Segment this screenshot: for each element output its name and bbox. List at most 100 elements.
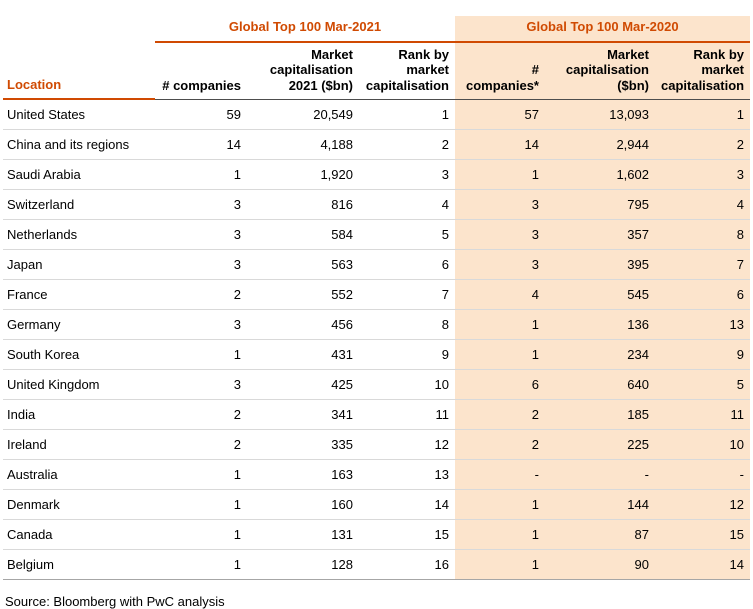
mktcap-2021-cell: 131 bbox=[247, 519, 359, 551]
location-cell: United States bbox=[3, 99, 155, 131]
rank-2020-cell: 4 bbox=[655, 189, 750, 221]
mktcap-2020-cell: 90 bbox=[545, 549, 655, 581]
table-row: France 2 552 7 4 545 6 bbox=[3, 279, 750, 311]
rank-2021-cell: 8 bbox=[359, 309, 455, 341]
rank-2021-cell: 9 bbox=[359, 339, 455, 371]
companies-2021-cell: 3 bbox=[155, 219, 247, 251]
companies-2020-cell: 3 bbox=[455, 219, 545, 251]
rank-2020-cell: 6 bbox=[655, 279, 750, 311]
companies-2020-cell: 1 bbox=[455, 309, 545, 341]
location-cell: India bbox=[3, 399, 155, 431]
companies-2020-cell: 1 bbox=[455, 489, 545, 521]
companies-2020-cell: - bbox=[455, 459, 545, 491]
companies-2020-cell: 2 bbox=[455, 399, 545, 431]
location-cell: China and its regions bbox=[3, 129, 155, 161]
mktcap-2021-cell: 20,549 bbox=[247, 99, 359, 131]
rank-2020-cell: - bbox=[655, 459, 750, 491]
rank-2020-cell: 14 bbox=[655, 549, 750, 581]
location-cell: Australia bbox=[3, 459, 155, 491]
mktcap-2020-cell: 795 bbox=[545, 189, 655, 221]
table-row: Canada 1 131 15 1 87 15 bbox=[3, 519, 750, 551]
group-header-2021: Global Top 100 Mar-2021 bbox=[155, 16, 455, 43]
mktcap-2020-cell: 225 bbox=[545, 429, 655, 461]
location-cell: Denmark bbox=[3, 489, 155, 521]
mktcap-2020-cell: 640 bbox=[545, 369, 655, 401]
comparison-table: Global Top 100 Mar-2021 Global Top 100 M… bbox=[3, 16, 750, 581]
companies-2020-cell: 57 bbox=[455, 99, 545, 131]
column-header-mktcap-2021: Market capitalisation 2021 ($bn) bbox=[247, 41, 359, 100]
rank-2020-cell: 2 bbox=[655, 129, 750, 161]
column-header-location: Location bbox=[3, 41, 155, 101]
rank-2020-cell: 10 bbox=[655, 429, 750, 461]
mktcap-2020-cell: - bbox=[545, 459, 655, 491]
companies-2020-cell: 3 bbox=[455, 189, 545, 221]
column-header-rank-2021: Rank by market capitalisation bbox=[359, 41, 455, 100]
table-row: United Kingdom 3 425 10 6 640 5 bbox=[3, 369, 750, 401]
table-row: Japan 3 563 6 3 395 7 bbox=[3, 249, 750, 281]
mktcap-2021-cell: 584 bbox=[247, 219, 359, 251]
mktcap-2021-cell: 128 bbox=[247, 549, 359, 581]
location-cell: Belgium bbox=[3, 549, 155, 581]
rank-2020-cell: 1 bbox=[655, 99, 750, 131]
table-row: Saudi Arabia 1 1,920 3 1 1,602 3 bbox=[3, 159, 750, 191]
table-row: Belgium 1 128 16 1 90 14 bbox=[3, 549, 750, 581]
companies-2020-cell: 1 bbox=[455, 159, 545, 191]
location-cell: South Korea bbox=[3, 339, 155, 371]
rank-2021-cell: 12 bbox=[359, 429, 455, 461]
companies-2021-cell: 14 bbox=[155, 129, 247, 161]
mktcap-2021-cell: 456 bbox=[247, 309, 359, 341]
table-row: Netherlands 3 584 5 3 357 8 bbox=[3, 219, 750, 251]
mktcap-2020-cell: 185 bbox=[545, 399, 655, 431]
table-body: United States 59 20,549 1 57 13,093 1 Ch… bbox=[3, 99, 750, 581]
mktcap-2020-cell: 1,602 bbox=[545, 159, 655, 191]
companies-2021-cell: 3 bbox=[155, 309, 247, 341]
mktcap-2020-cell: 136 bbox=[545, 309, 655, 341]
rank-2021-cell: 4 bbox=[359, 189, 455, 221]
mktcap-2020-cell: 144 bbox=[545, 489, 655, 521]
rank-2020-cell: 12 bbox=[655, 489, 750, 521]
mktcap-2021-cell: 160 bbox=[247, 489, 359, 521]
rank-2020-cell: 9 bbox=[655, 339, 750, 371]
companies-2020-cell: 2 bbox=[455, 429, 545, 461]
rank-2021-cell: 2 bbox=[359, 129, 455, 161]
mktcap-2021-cell: 335 bbox=[247, 429, 359, 461]
companies-2021-cell: 3 bbox=[155, 249, 247, 281]
rank-2021-cell: 7 bbox=[359, 279, 455, 311]
column-header-companies-2021: # companies bbox=[155, 41, 247, 100]
mktcap-2021-cell: 431 bbox=[247, 339, 359, 371]
rank-2020-cell: 7 bbox=[655, 249, 750, 281]
mktcap-2021-cell: 563 bbox=[247, 249, 359, 281]
companies-2021-cell: 2 bbox=[155, 429, 247, 461]
companies-2021-cell: 1 bbox=[155, 459, 247, 491]
location-cell: Saudi Arabia bbox=[3, 159, 155, 191]
rank-2020-cell: 15 bbox=[655, 519, 750, 551]
companies-2021-cell: 1 bbox=[155, 549, 247, 581]
companies-2021-cell: 1 bbox=[155, 519, 247, 551]
companies-2021-cell: 1 bbox=[155, 339, 247, 371]
table-row: China and its regions 14 4,188 2 14 2,94… bbox=[3, 129, 750, 161]
rank-2020-cell: 11 bbox=[655, 399, 750, 431]
companies-2020-cell: 1 bbox=[455, 519, 545, 551]
table-row: Denmark 1 160 14 1 144 12 bbox=[3, 489, 750, 521]
rank-2021-cell: 11 bbox=[359, 399, 455, 431]
table-row: United States 59 20,549 1 57 13,093 1 bbox=[3, 99, 750, 131]
rank-2021-cell: 5 bbox=[359, 219, 455, 251]
mktcap-2021-cell: 341 bbox=[247, 399, 359, 431]
mktcap-2020-cell: 357 bbox=[545, 219, 655, 251]
location-cell: Switzerland bbox=[3, 189, 155, 221]
companies-2021-cell: 2 bbox=[155, 279, 247, 311]
companies-2021-cell: 2 bbox=[155, 399, 247, 431]
mktcap-2021-cell: 552 bbox=[247, 279, 359, 311]
location-cell: Ireland bbox=[3, 429, 155, 461]
rank-2020-cell: 3 bbox=[655, 159, 750, 191]
rank-2020-cell: 5 bbox=[655, 369, 750, 401]
rank-2021-cell: 10 bbox=[359, 369, 455, 401]
column-header-row: Location # companies Market capitalisati… bbox=[3, 41, 750, 101]
mktcap-2021-cell: 163 bbox=[247, 459, 359, 491]
location-cell: Japan bbox=[3, 249, 155, 281]
group-header-2020: Global Top 100 Mar-2020 bbox=[455, 16, 750, 43]
companies-2020-cell: 6 bbox=[455, 369, 545, 401]
rank-2020-cell: 13 bbox=[655, 309, 750, 341]
companies-2020-cell: 1 bbox=[455, 549, 545, 581]
